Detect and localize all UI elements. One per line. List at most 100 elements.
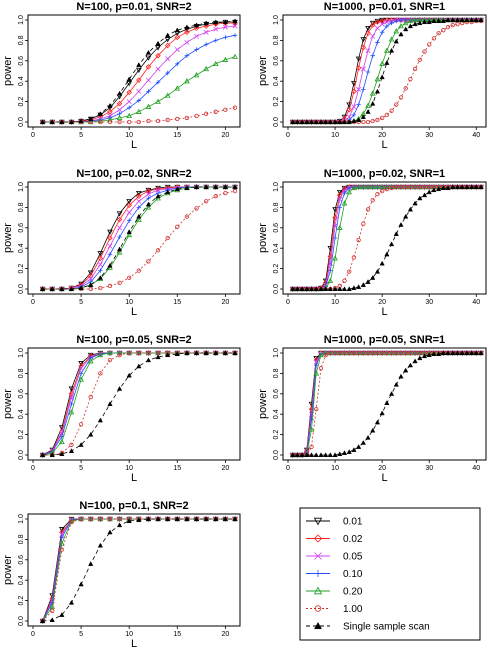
data-point bbox=[59, 535, 65, 540]
data-point bbox=[97, 275, 103, 280]
data-point bbox=[223, 35, 228, 40]
data-point bbox=[347, 350, 352, 356]
series-line bbox=[42, 518, 235, 622]
data-point bbox=[193, 22, 200, 28]
data-point bbox=[50, 608, 55, 613]
data-point bbox=[232, 53, 238, 59]
data-point bbox=[427, 42, 432, 47]
y-tick-label: 0.4 bbox=[18, 575, 25, 585]
data-point bbox=[193, 350, 200, 356]
data-point bbox=[116, 249, 123, 255]
data-point bbox=[232, 23, 238, 29]
data-point bbox=[473, 17, 479, 23]
data-point bbox=[203, 29, 209, 35]
series-line bbox=[292, 186, 481, 290]
y-tick-label: 1.0 bbox=[273, 182, 280, 192]
data-point bbox=[369, 183, 376, 190]
data-point bbox=[116, 114, 123, 121]
data-point bbox=[365, 119, 371, 125]
data-point bbox=[389, 350, 394, 356]
data-point bbox=[337, 350, 342, 356]
data-point bbox=[174, 27, 180, 33]
data-point bbox=[78, 376, 84, 382]
series-0.10 bbox=[40, 516, 238, 624]
data-point bbox=[417, 184, 422, 190]
data-point bbox=[88, 286, 93, 292]
data-point bbox=[398, 222, 404, 227]
data-point bbox=[323, 286, 329, 292]
data-point bbox=[164, 92, 171, 98]
data-point bbox=[193, 72, 200, 78]
series-0.20 bbox=[289, 183, 484, 292]
data-point bbox=[136, 193, 142, 199]
data-point bbox=[431, 18, 437, 24]
data-point bbox=[68, 386, 75, 392]
plot-frame bbox=[27, 181, 241, 295]
data-point bbox=[473, 350, 479, 356]
series-single-sample-scan bbox=[290, 350, 484, 458]
data-point bbox=[337, 205, 342, 210]
data-point bbox=[88, 561, 94, 566]
data-point bbox=[379, 350, 385, 356]
data-point bbox=[184, 516, 190, 522]
data-point bbox=[164, 42, 171, 49]
series-line bbox=[292, 186, 481, 290]
data-point bbox=[184, 24, 190, 30]
series-line bbox=[42, 186, 235, 290]
data-point bbox=[450, 17, 456, 23]
y-axis-label: power bbox=[257, 389, 269, 419]
data-point bbox=[232, 188, 238, 194]
data-point bbox=[398, 95, 404, 100]
data-point bbox=[116, 522, 123, 528]
plot-frame bbox=[282, 14, 487, 128]
legend-label: Single sample scan bbox=[343, 622, 430, 633]
data-point bbox=[136, 350, 141, 356]
x-tick-label: 0 bbox=[286, 299, 290, 306]
data-point bbox=[135, 108, 142, 114]
data-point bbox=[356, 86, 362, 92]
data-point bbox=[203, 65, 210, 72]
data-point bbox=[327, 277, 334, 284]
data-point bbox=[194, 206, 199, 211]
series-line bbox=[292, 186, 481, 290]
data-point bbox=[313, 119, 319, 125]
data-point bbox=[379, 74, 385, 80]
data-point bbox=[412, 66, 418, 72]
data-point bbox=[459, 17, 465, 23]
data-point bbox=[417, 57, 422, 62]
data-point bbox=[135, 190, 142, 197]
data-point bbox=[402, 20, 409, 26]
data-point bbox=[361, 350, 366, 356]
legend-item: Single sample scan bbox=[306, 622, 430, 633]
data-point bbox=[361, 87, 366, 92]
legend-item: 0.02 bbox=[306, 534, 363, 545]
data-point bbox=[468, 17, 475, 23]
data-point bbox=[98, 371, 103, 376]
data-point bbox=[184, 185, 190, 191]
y-tick-label: 1.0 bbox=[18, 15, 25, 25]
series-line bbox=[42, 352, 235, 456]
series-line bbox=[42, 186, 235, 290]
data-point bbox=[365, 102, 371, 108]
data-point bbox=[88, 394, 93, 400]
data-point bbox=[360, 440, 366, 445]
data-point bbox=[126, 99, 132, 105]
data-point bbox=[393, 38, 399, 44]
data-point bbox=[417, 195, 423, 201]
series-0.10 bbox=[40, 33, 238, 125]
data-point bbox=[398, 350, 404, 356]
data-point bbox=[136, 98, 142, 103]
data-point bbox=[394, 184, 399, 190]
data-point bbox=[473, 184, 479, 190]
data-point bbox=[155, 118, 161, 124]
plot-frame bbox=[282, 347, 487, 461]
data-point bbox=[327, 119, 333, 125]
data-point bbox=[68, 409, 75, 415]
data-point bbox=[165, 32, 171, 38]
chart-panel-5: N=100, p=0.05, SNR=2 0 5 10 15 20 0.0 0.2 0.4 0.6… bbox=[2, 334, 241, 484]
data-point bbox=[203, 184, 209, 190]
series-line bbox=[292, 19, 481, 123]
data-point bbox=[445, 185, 451, 191]
